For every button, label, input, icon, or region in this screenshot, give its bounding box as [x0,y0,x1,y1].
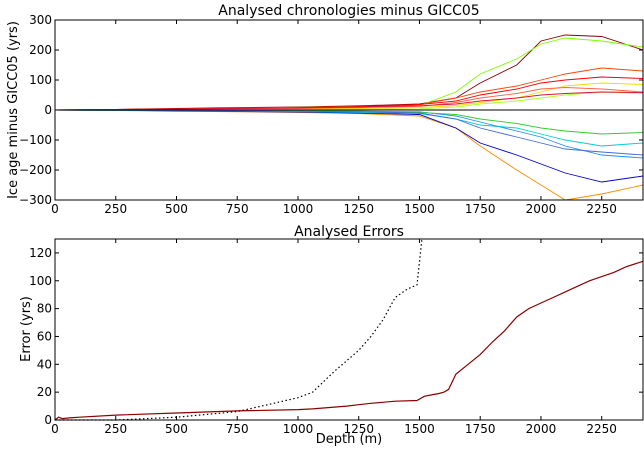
chart-bottom-xtick-label: 750 [226,422,249,436]
chart-bottom-title: Analysed Errors [294,224,404,240]
chart-top-ytick-label: −300 [19,193,52,207]
chart-bottom-ytick-label: 100 [29,274,52,288]
chart-top-ylabel: Ice age minus GICC05 (yrs) [6,21,21,199]
chart-bottom-series-line-1 [55,238,423,421]
chart-bottom-xlabel: Depth (m) [316,432,383,447]
chart-top-series-line-13 [54,91,644,111]
chart-top-ytick-label: 100 [29,73,52,87]
chart-top-series-line-3 [54,37,644,111]
chart-top-xtick-label: 750 [226,202,249,216]
chart-top-ticks: 0 250 500 750 1000 1250 1500 1750 2000 2250300200… [19,13,643,216]
chart-top-ytick-label: −200 [19,163,52,177]
chart-top-series-line-1 [54,109,644,201]
chart-bottom-xtick-label: 0 [51,422,59,436]
chart-top-xtick-label: 250 [104,202,127,216]
chart-top-xtick-label: 1750 [465,202,496,216]
chart-top-xtick-label: 1250 [343,202,374,216]
chart-top-title: Analysed chronologies minus GICC05 [218,3,479,19]
chart-top-xtick-label: 2250 [586,202,617,216]
chart-top-xtick-label: 2000 [526,202,557,216]
chart-bottom-ytick-label: 0 [44,413,52,427]
chart-bottom-ylabel: Error (yrs) [19,296,34,362]
chart-bottom-ytick-label: 20 [37,385,52,399]
chart-top-ytick-label: 0 [44,103,52,117]
chart-bottom-xtick-label: 1500 [404,422,435,436]
chart-bottom-frame [54,238,644,421]
chart-bottom-xtick-label: 250 [104,422,127,436]
chart-bottom-ticks: 0 250 500 750 1000 1250 1500 1750 2000 2250120100… [29,239,643,436]
chart-top-plot-area [54,34,644,201]
chart-top-series-line-0 [54,34,644,111]
chart-top-series-line-7 [55,109,644,159]
chart-bottom-xtick-label: 1250 [343,422,374,436]
chart-bottom-ytick-label: 120 [29,246,52,260]
chart-bottom-plot-area [54,238,644,421]
chart-top: Analysed chronologies minus GICC05 Ice a… [6,3,644,216]
chart-top-ytick-label: 200 [29,43,52,57]
chart-bottom-xtick-label: 1000 [283,422,314,436]
chart-bottom-ytick-label: 60 [37,329,52,343]
chart-top-series-line-11 [54,109,644,156]
chart-top-series-line-5 [54,109,644,147]
chart-top-xtick-label: 1000 [283,202,314,216]
chart-bottom-xtick-label: 1750 [465,422,496,436]
chart-bottom: Analysed Errors Error (yrs) Depth (m) 0 2… [19,224,644,447]
chart-top-ytick-label: −100 [19,133,52,147]
chart-bottom-xtick-label: 500 [165,422,188,436]
chart-bottom-xtick-label: 2250 [586,422,617,436]
chart-bottom-xtick-label: 2000 [526,422,557,436]
chart-bottom-ytick-label: 80 [37,302,52,316]
chart-top-xtick-label: 500 [165,202,188,216]
chart-bottom-ytick-label: 40 [37,357,52,371]
chart-top-xtick-label: 1500 [404,202,435,216]
chart-top-series-line-8 [54,76,644,111]
chart-top-xtick-label: 0 [51,202,59,216]
chart-bottom-series-line-0 [54,260,644,421]
chart-top-ytick-label: 300 [29,13,52,27]
